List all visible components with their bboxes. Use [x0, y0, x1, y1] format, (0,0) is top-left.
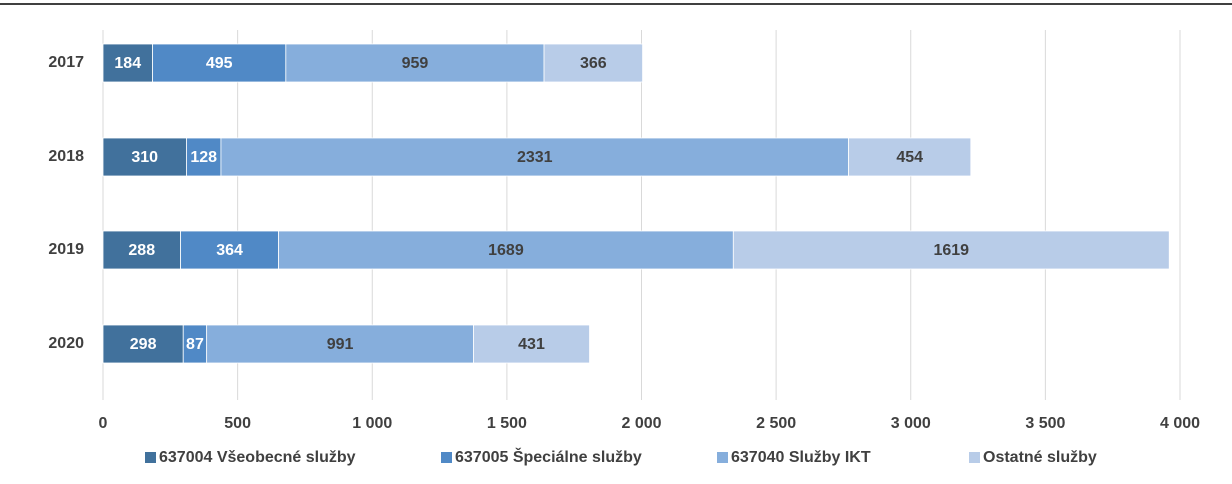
legend-label: Ostatné služby [983, 449, 1097, 466]
bar-segment [543, 43, 643, 83]
data-label: 366 [580, 55, 607, 72]
x-tick-label: 0 [99, 415, 108, 432]
data-label: 310 [131, 149, 158, 166]
x-tick-label: 3 000 [891, 415, 931, 432]
data-label: 128 [190, 149, 217, 166]
y-tick-label: 2018 [48, 148, 84, 165]
data-label: 298 [130, 336, 157, 353]
legend-label: 637040 Služby IKT [731, 449, 871, 466]
bar-segment [220, 137, 849, 177]
x-tick-label: 500 [224, 415, 251, 432]
data-label: 1689 [488, 242, 524, 259]
y-tick-label: 2020 [48, 335, 84, 352]
data-label: 184 [114, 55, 141, 72]
x-tick-label: 1 000 [352, 415, 392, 432]
y-tick-label: 2019 [48, 241, 84, 258]
data-label: 364 [216, 242, 243, 259]
bar-segment [180, 230, 279, 270]
legend-swatch [969, 452, 980, 463]
data-label: 959 [402, 55, 429, 72]
bar-segment [152, 43, 287, 83]
data-label: 454 [896, 149, 923, 166]
x-tick-label: 2 500 [756, 415, 796, 432]
data-label: 2331 [517, 149, 553, 166]
bar-segment [102, 137, 187, 177]
bar-segment [102, 230, 181, 270]
data-label: 991 [327, 336, 354, 353]
legend-swatch [441, 452, 452, 463]
legend-swatch [145, 452, 156, 463]
bar-segment [102, 324, 184, 364]
bar-segment [848, 137, 972, 177]
data-label: 288 [128, 242, 155, 259]
x-tick-label: 3 500 [1025, 415, 1065, 432]
legend-swatch [717, 452, 728, 463]
x-tick-label: 4 000 [1160, 415, 1200, 432]
data-label: 495 [206, 55, 233, 72]
x-tick-label: 2 000 [621, 415, 661, 432]
y-tick-label: 2017 [48, 54, 84, 71]
bar-segment [278, 230, 734, 270]
bar-segment [206, 324, 474, 364]
data-label: 1619 [933, 242, 969, 259]
bar-segment [473, 324, 590, 364]
data-label: 431 [518, 336, 545, 353]
bar-segment [285, 43, 545, 83]
x-tick-label: 1 500 [487, 415, 527, 432]
data-label: 87 [186, 336, 204, 353]
bar-segment [732, 230, 1170, 270]
bar-segment [186, 137, 222, 177]
legend-label: 637005 Špeciálne služby [455, 447, 642, 466]
legend-label: 637004 Všeobecné služby [159, 449, 356, 466]
